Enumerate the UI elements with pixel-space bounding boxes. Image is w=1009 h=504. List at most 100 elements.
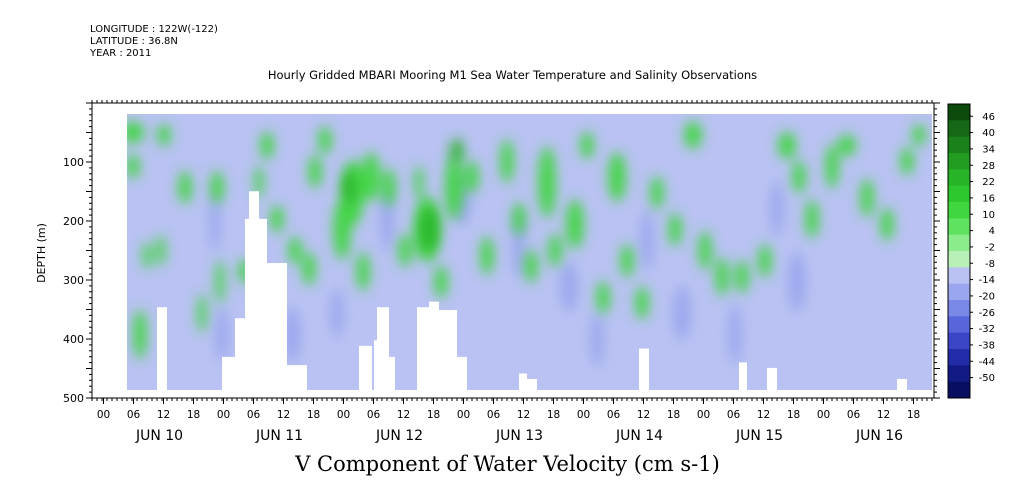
- hour-tick-label: 18: [427, 409, 440, 421]
- hour-tick-label: 12: [397, 409, 410, 421]
- heatmap-cell: [788, 251, 806, 313]
- gap-cell: [519, 373, 527, 390]
- heatmap-field: [127, 114, 932, 390]
- heatmap-cell: [342, 170, 356, 204]
- heatmap-cell: [260, 131, 274, 160]
- heatmap-cell: [283, 306, 301, 362]
- day-label: JUN 11: [255, 428, 303, 444]
- heatmap-cell: [398, 233, 412, 267]
- hour-tick-label: 18: [907, 409, 920, 421]
- latitude-label: LATITUDE : 36.8N: [90, 36, 178, 47]
- hour-tick-label: 06: [847, 409, 861, 421]
- colorbar-label: -2: [985, 242, 995, 253]
- data-field: [127, 114, 932, 390]
- heatmap-cell: [596, 281, 610, 315]
- hour-tick-label: 06: [247, 409, 261, 421]
- colorbar-swatch: [948, 349, 970, 366]
- heatmap-cell: [445, 154, 463, 221]
- year-label: YEAR : 2011: [90, 48, 152, 59]
- hour-tick-label: 18: [187, 409, 200, 421]
- colorbar-label: 10: [982, 210, 995, 221]
- hour-tick-label: 00: [457, 409, 470, 421]
- gap-cell: [287, 365, 307, 390]
- day-label: JUN 10: [135, 428, 183, 444]
- hour-tick-label: 00: [97, 409, 110, 421]
- gap-cell: [389, 356, 395, 390]
- colorbar-swatch: [948, 332, 970, 350]
- heatmap-cell: [480, 236, 494, 275]
- colorbar-swatch: [948, 185, 970, 203]
- colorbar-label: 16: [982, 193, 995, 204]
- colorbar-label: -20: [979, 291, 995, 302]
- y-axis-label: DEPTH (m): [35, 223, 48, 283]
- heatmap-cell: [215, 259, 225, 304]
- colorbar-swatch: [948, 300, 970, 317]
- colorbar-label: -8: [985, 259, 995, 270]
- heatmap-cell: [635, 286, 649, 320]
- colorbar-swatch: [948, 234, 970, 252]
- missing-data: [157, 191, 907, 390]
- day-label: JUN 16: [855, 428, 903, 444]
- heatmap-cell: [792, 160, 806, 194]
- heatmap-cell: [382, 168, 396, 207]
- day-label: JUN 14: [615, 428, 663, 444]
- heatmap-cell: [728, 303, 742, 365]
- hour-tick-label: 00: [817, 409, 830, 421]
- heatmap-cell: [805, 199, 819, 239]
- heatmap-cell: [330, 288, 344, 339]
- heatmap-cell: [735, 260, 749, 294]
- heatmap-cell: [127, 154, 140, 179]
- colorbar-swatch: [948, 104, 970, 121]
- colorbar-swatch: [948, 381, 970, 399]
- heatmap-cell: [210, 170, 224, 204]
- heatmap-cell: [133, 309, 147, 359]
- longitude-label: LONGITUDE : 122W(-122): [90, 24, 218, 35]
- hour-tick-label: 18: [667, 409, 680, 421]
- heatmap-cell: [308, 155, 322, 189]
- heatmap-cell: [860, 178, 874, 218]
- heatmap-cell: [215, 306, 229, 362]
- colorbar-swatch: [948, 153, 970, 170]
- hour-tick-label: 18: [787, 409, 800, 421]
- gap-cell: [429, 301, 439, 390]
- hour-tick-label: 06: [487, 409, 501, 421]
- hour-tick-label: 06: [127, 409, 141, 421]
- heatmap-cell: [758, 244, 772, 278]
- hour-tick-label: 12: [517, 409, 530, 421]
- heatmap-cell: [127, 121, 144, 144]
- heatmap-cell: [900, 147, 914, 175]
- hour-tick-label: 00: [697, 409, 710, 421]
- colorbar-swatch: [948, 365, 970, 383]
- gap-cell: [249, 191, 259, 230]
- gap-cell: [359, 345, 372, 390]
- colorbar-frame: [947, 103, 971, 399]
- heatmap-cell: [142, 241, 152, 270]
- gap-cell: [639, 348, 649, 390]
- colorbar-swatch: [948, 218, 970, 236]
- y-tick-label: 200: [63, 215, 84, 228]
- heatmap-layer-G: [342, 138, 464, 252]
- y-tick-label: 100: [63, 156, 84, 169]
- heatmap-cell: [209, 191, 221, 252]
- colorbar-swatch: [948, 251, 970, 268]
- hour-tick-label: 06: [607, 409, 621, 421]
- day-label: JUN 12: [375, 428, 423, 444]
- heatmap-cell: [880, 207, 894, 241]
- heatmap-cell: [270, 205, 284, 233]
- heatmap-cell: [156, 234, 166, 266]
- gap-cell: [439, 309, 457, 390]
- colorbar-swatch: [948, 136, 970, 154]
- heatmap-cell: [288, 236, 302, 265]
- heatmap-cell: [673, 285, 691, 341]
- heatmap-cell: [302, 252, 316, 286]
- hour-tick-label: 12: [157, 409, 170, 421]
- heatmap-cell: [698, 231, 712, 270]
- gap-cell: [457, 356, 467, 390]
- gap-cell: [767, 367, 777, 390]
- heatmap-cell: [590, 311, 604, 367]
- hour-tick-label: 12: [757, 409, 770, 421]
- heatmap-cell: [640, 209, 654, 271]
- colorbar-label: -14: [979, 275, 995, 286]
- gap-cell: [157, 307, 167, 390]
- heatmap-cell: [560, 262, 578, 312]
